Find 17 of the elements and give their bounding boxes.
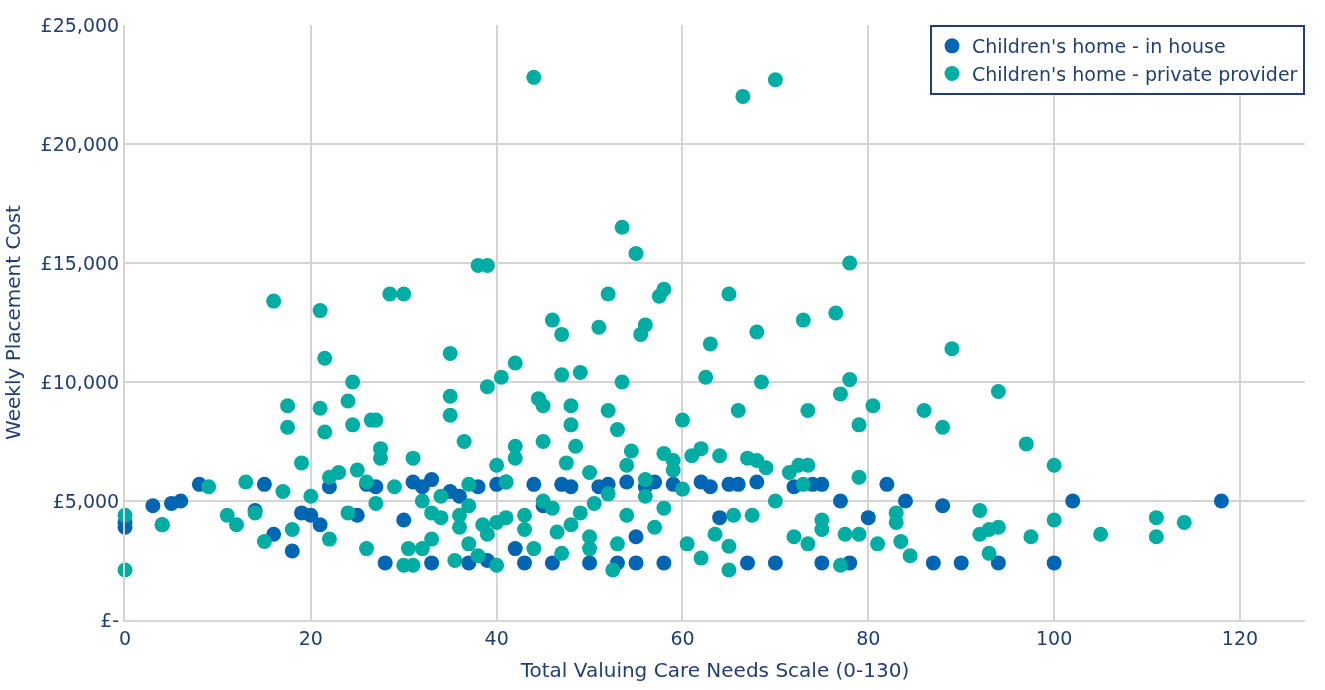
y-axis-title: Weekly Placement Cost <box>0 204 25 440</box>
y-tick-label: £25,000 <box>40 13 120 36</box>
legend-label: Children's home - in house <box>972 35 1226 58</box>
x-tick-label: 40 <box>484 626 509 649</box>
x-tick-label: 60 <box>670 626 695 649</box>
y-tick-label: £5,000 <box>52 489 120 512</box>
x-tick-label: 80 <box>856 626 881 649</box>
x-tick-label: 20 <box>298 626 323 649</box>
legend-label: Children's home - private provider <box>972 62 1298 85</box>
y-tick-label: £- <box>100 608 120 631</box>
y-tick-label: £10,000 <box>40 370 120 393</box>
x-tick-label: 120 <box>1221 626 1259 649</box>
x-tick-label: 100 <box>1036 626 1073 649</box>
y-tick-label: £20,000 <box>40 132 120 155</box>
y-tick-label: £15,000 <box>40 251 120 274</box>
x-tick-label: 0 <box>118 626 132 649</box>
x-axis-title: Total Valuing Care Needs Scale (0-130) <box>519 657 910 682</box>
